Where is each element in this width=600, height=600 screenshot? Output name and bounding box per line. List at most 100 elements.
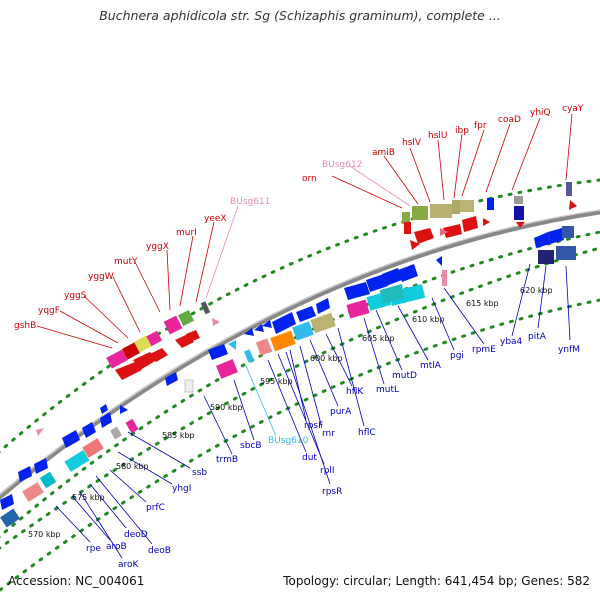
gene-label-orn[interactable]: orn	[302, 174, 317, 184]
gene-feature[interactable]	[270, 330, 296, 352]
gene-label-hflK[interactable]: hflK	[346, 387, 364, 397]
gene-arrow[interactable]	[262, 320, 272, 328]
gene-feature[interactable]	[146, 330, 163, 347]
gene-label-BUsg610[interactable]: BUsg610	[268, 436, 309, 446]
gene-label-ibp[interactable]: ibp	[455, 126, 469, 136]
gene-feature[interactable]	[39, 471, 57, 489]
gene-feature[interactable]	[134, 335, 152, 353]
gene-feature[interactable]	[412, 206, 428, 220]
gene-label-mutD[interactable]: mutD	[392, 371, 417, 381]
gene-label-yhgI[interactable]: yhgI	[172, 484, 191, 494]
gene-feature[interactable]	[122, 342, 140, 360]
gene-label-cyaY[interactable]: cyaY	[562, 104, 584, 114]
gene-feature[interactable]	[452, 200, 460, 214]
gene-label-yeeX[interactable]: yeeX	[204, 214, 227, 224]
gene-feature[interactable]	[184, 379, 194, 393]
gene-feature[interactable]	[310, 312, 336, 334]
gene-label-hslV[interactable]: hslV	[402, 138, 422, 148]
gene-arrow[interactable]	[82, 422, 96, 438]
gene-label-murI[interactable]: murI	[176, 228, 197, 238]
gene-feature[interactable]	[346, 299, 370, 319]
gene-arrow[interactable]	[150, 348, 168, 362]
gene-arrow[interactable]	[120, 405, 128, 414]
gene-arrow[interactable]	[414, 228, 434, 244]
gene-feature[interactable]	[22, 482, 44, 502]
gene-arrow[interactable]	[534, 232, 550, 248]
gene-label-deoB[interactable]: deoB	[148, 546, 171, 556]
gene-arrow[interactable]	[440, 228, 448, 236]
gene-label-coaD[interactable]: coaD	[498, 115, 521, 125]
gene-feature[interactable]	[402, 212, 410, 224]
gene-label-hslU[interactable]: hslU	[428, 131, 447, 141]
gene-label-pgi[interactable]: pgi	[450, 351, 464, 361]
gene-feature[interactable]	[0, 508, 20, 528]
gene-label-rnr[interactable]: rnr	[322, 429, 335, 439]
gene-feature[interactable]	[442, 270, 447, 286]
gene-arrow[interactable]	[36, 428, 44, 436]
gene-feature[interactable]	[404, 222, 411, 234]
gene-arrow[interactable]	[316, 298, 330, 314]
gene-label-ynfM[interactable]: ynfM	[558, 345, 580, 355]
gene-arrow[interactable]	[100, 404, 108, 414]
gene-label-yggX[interactable]: yggX	[146, 242, 169, 252]
gene-label-mtlA[interactable]: mtlA	[420, 361, 442, 371]
gene-label-prfC[interactable]: prfC	[146, 503, 165, 513]
gene-label-yhiQ[interactable]: yhiQ	[530, 108, 551, 118]
gene-feature[interactable]	[292, 321, 314, 341]
gene-label-gshB[interactable]: gshB	[14, 321, 36, 331]
gene-arrow[interactable]	[208, 344, 228, 360]
gene-feature[interactable]	[64, 450, 90, 472]
gene-feature[interactable]	[514, 206, 524, 220]
gene-arrow[interactable]	[244, 328, 254, 336]
gene-label-aroK[interactable]: aroK	[118, 560, 140, 570]
gene-arrow[interactable]	[272, 312, 296, 334]
gene-label-pitA[interactable]: pitA	[528, 332, 547, 342]
gene-arrow[interactable]	[398, 264, 418, 282]
gene-arrow[interactable]	[212, 318, 220, 326]
gene-feature[interactable]	[460, 200, 474, 212]
gene-arrow[interactable]	[410, 240, 420, 250]
gene-feature[interactable]	[388, 284, 426, 306]
gene-arrow[interactable]	[34, 458, 48, 474]
gene-arrow[interactable]	[483, 218, 490, 226]
gene-label-dut[interactable]: dut	[302, 453, 317, 463]
gene-feature[interactable]	[487, 198, 494, 210]
gene-feature[interactable]	[177, 309, 195, 327]
gene-arrow[interactable]	[0, 494, 14, 510]
gene-label-rpsF[interactable]: rpsF	[304, 421, 323, 431]
gene-feature[interactable]	[562, 226, 574, 238]
gene-arrow[interactable]	[165, 372, 178, 386]
gene-arrow[interactable]	[115, 362, 142, 380]
gene-arrow[interactable]	[344, 282, 370, 300]
gene-feature[interactable]	[200, 301, 211, 315]
gene-label-rplI[interactable]: rplI	[320, 466, 335, 476]
gene-feature[interactable]	[556, 246, 576, 260]
gene-label-rpmE[interactable]: rpmE	[472, 345, 496, 355]
gene-label-rpsR[interactable]: rpsR	[322, 487, 342, 497]
gene-label-sbcB[interactable]: sbcB	[240, 441, 262, 451]
gene-arrow[interactable]	[254, 324, 264, 332]
gene-feature[interactable]	[566, 182, 572, 196]
gene-label-ssb[interactable]: ssb	[192, 468, 207, 478]
gene-arrow[interactable]	[382, 268, 402, 286]
gene-label-aroB[interactable]: aroB	[106, 542, 127, 552]
gene-arrow[interactable]	[186, 330, 200, 342]
gene-arrow[interactable]	[548, 228, 564, 244]
gene-arrow[interactable]	[443, 224, 462, 238]
gene-label-trmB[interactable]: trmB	[216, 455, 238, 465]
gene-feature[interactable]	[110, 426, 122, 440]
gene-arrow[interactable]	[228, 340, 236, 350]
gene-feature[interactable]	[538, 250, 554, 264]
gene-label-BUsg611[interactable]: BUsg611	[230, 197, 270, 207]
gene-feature[interactable]	[430, 204, 452, 218]
gene-label-yggS[interactable]: yggS	[64, 291, 87, 301]
gene-feature[interactable]	[216, 359, 238, 379]
gene-feature[interactable]	[255, 338, 273, 356]
gene-label-BUsg612[interactable]: BUsg612	[322, 160, 362, 170]
gene-feature[interactable]	[106, 349, 128, 369]
gene-label-mutL[interactable]: mutL	[376, 385, 399, 395]
gene-feature[interactable]	[82, 438, 104, 458]
gene-arrow[interactable]	[516, 222, 525, 228]
gene-feature[interactable]	[243, 349, 255, 363]
gene-feature[interactable]	[514, 196, 523, 204]
